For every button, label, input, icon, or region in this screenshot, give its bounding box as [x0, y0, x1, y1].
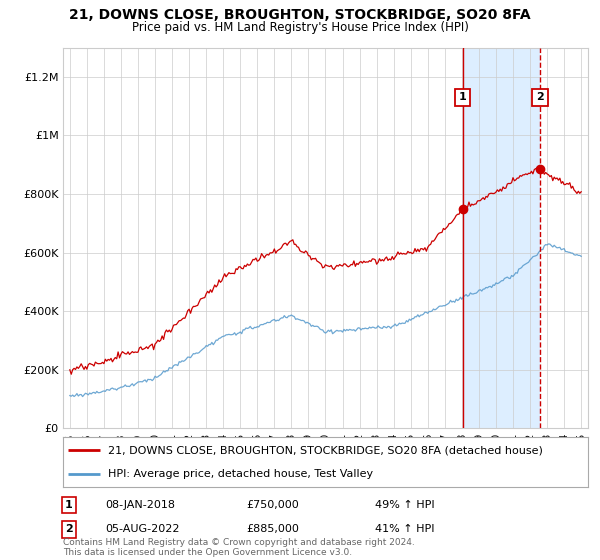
- Text: 21, DOWNS CLOSE, BROUGHTON, STOCKBRIDGE, SO20 8FA (detached house): 21, DOWNS CLOSE, BROUGHTON, STOCKBRIDGE,…: [107, 445, 542, 455]
- Text: Contains HM Land Registry data © Crown copyright and database right 2024.
This d: Contains HM Land Registry data © Crown c…: [63, 538, 415, 557]
- Text: Price paid vs. HM Land Registry's House Price Index (HPI): Price paid vs. HM Land Registry's House …: [131, 21, 469, 34]
- Text: 41% ↑ HPI: 41% ↑ HPI: [375, 524, 434, 534]
- Text: 08-JAN-2018: 08-JAN-2018: [105, 500, 175, 510]
- Text: 2: 2: [65, 524, 73, 534]
- Text: £750,000: £750,000: [246, 500, 299, 510]
- Text: 21, DOWNS CLOSE, BROUGHTON, STOCKBRIDGE, SO20 8FA: 21, DOWNS CLOSE, BROUGHTON, STOCKBRIDGE,…: [69, 8, 531, 22]
- Text: 49% ↑ HPI: 49% ↑ HPI: [375, 500, 434, 510]
- Text: £885,000: £885,000: [246, 524, 299, 534]
- Text: HPI: Average price, detached house, Test Valley: HPI: Average price, detached house, Test…: [107, 469, 373, 479]
- Text: 05-AUG-2022: 05-AUG-2022: [105, 524, 179, 534]
- Text: 1: 1: [458, 92, 466, 102]
- Text: 1: 1: [65, 500, 73, 510]
- Bar: [463, 48, 540, 428]
- Text: 2: 2: [536, 92, 544, 102]
